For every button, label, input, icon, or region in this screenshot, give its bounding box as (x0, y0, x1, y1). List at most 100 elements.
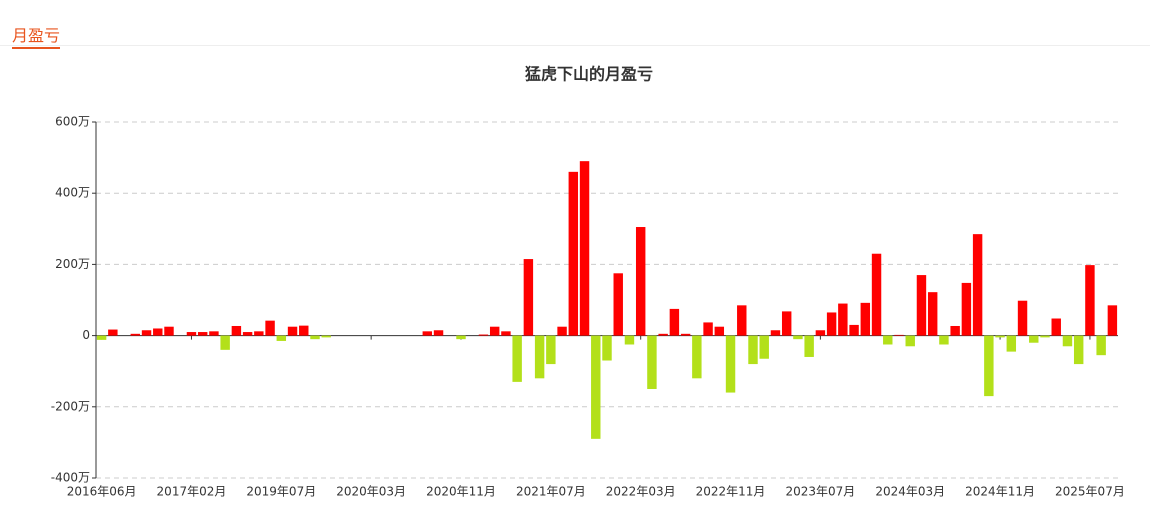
divider (0, 45, 1150, 46)
bar (748, 335, 758, 365)
bar (478, 334, 489, 336)
bar (197, 332, 208, 336)
x-tick-label: 2021年07月 (516, 485, 586, 499)
bar (669, 308, 680, 336)
bar (838, 303, 848, 336)
bar (972, 234, 983, 336)
x-tick-label: 2016年06月 (67, 485, 137, 499)
bar (231, 325, 242, 336)
x-tick-label: 2017年02月 (157, 485, 227, 499)
bar (781, 311, 792, 336)
bar (770, 330, 781, 336)
bar (1085, 265, 1095, 336)
bar (1051, 318, 1061, 336)
bar (714, 326, 725, 336)
tab[interactable]: 月盈亏 (12, 22, 61, 49)
bar (793, 335, 803, 340)
bar (1096, 335, 1106, 356)
bar (815, 330, 826, 336)
bar (220, 335, 230, 350)
bar (276, 335, 287, 341)
bar (534, 335, 545, 379)
y-tick-label: 0 (82, 328, 90, 342)
y-tick-label: 400万 (55, 186, 90, 200)
bar (905, 335, 915, 347)
bar (1006, 335, 1017, 352)
bar (489, 326, 500, 336)
bar (1017, 300, 1028, 336)
bar (883, 335, 893, 345)
bar (737, 305, 747, 336)
bar (849, 324, 859, 336)
bar (579, 161, 590, 336)
bar (153, 328, 163, 336)
bar (287, 326, 298, 336)
bar (613, 273, 623, 336)
bar (961, 282, 972, 336)
bar (501, 331, 511, 336)
bar (456, 335, 466, 340)
bar (310, 335, 320, 340)
bar (894, 334, 904, 336)
bar (927, 292, 938, 336)
bar (995, 335, 1005, 338)
bar (939, 335, 949, 345)
bar (635, 227, 646, 336)
bar (512, 335, 522, 382)
x-tick-label: 2020年03月 (336, 485, 406, 499)
y-tick-label: -400万 (51, 471, 90, 485)
bar (703, 322, 713, 336)
bar (96, 335, 107, 340)
y-tick-label: 600万 (55, 115, 90, 129)
bar (591, 335, 601, 439)
bar (804, 335, 814, 357)
bar (1029, 335, 1039, 343)
x-tick-label: 2020年11月 (426, 485, 496, 499)
bar (1062, 335, 1073, 347)
bar (433, 330, 444, 336)
bar (692, 335, 702, 379)
bar (1040, 335, 1050, 338)
bar (108, 329, 118, 336)
bar (557, 326, 567, 336)
bar (265, 320, 275, 336)
bar (321, 335, 331, 338)
bar (546, 335, 556, 365)
bar (658, 333, 668, 336)
x-tick-label: 2024年03月 (875, 485, 945, 499)
bar (602, 335, 612, 361)
bar (254, 331, 264, 336)
x-tick-label: 2022年03月 (606, 485, 676, 499)
bar (916, 275, 927, 336)
chart-title: 猛虎下山的月盈亏 (524, 65, 653, 84)
bar (130, 333, 141, 336)
bar (759, 335, 769, 359)
bar (209, 331, 219, 336)
bar (422, 331, 433, 336)
bar (1073, 335, 1084, 365)
bar (242, 332, 253, 336)
x-tick-label: 2019年07月 (246, 485, 316, 499)
bar (950, 325, 960, 336)
bar (871, 253, 882, 336)
bar (1107, 305, 1118, 336)
bar (680, 333, 691, 336)
x-tick-label: 2025年07月 (1055, 485, 1125, 499)
x-tick-label: 2023年07月 (785, 485, 855, 499)
x-tick-label: 2022年11月 (696, 485, 766, 499)
y-tick-label: -200万 (51, 399, 90, 413)
bar (568, 171, 579, 336)
bar (299, 325, 309, 336)
bar (164, 326, 174, 336)
bar (186, 332, 197, 336)
x-tick-label: 2024年11月 (965, 485, 1035, 499)
bar (647, 335, 657, 389)
bar (523, 259, 534, 336)
y-tick-label: 200万 (55, 257, 90, 271)
bar (141, 330, 152, 336)
bar (725, 335, 736, 393)
bar (860, 302, 871, 336)
bar (624, 335, 635, 345)
